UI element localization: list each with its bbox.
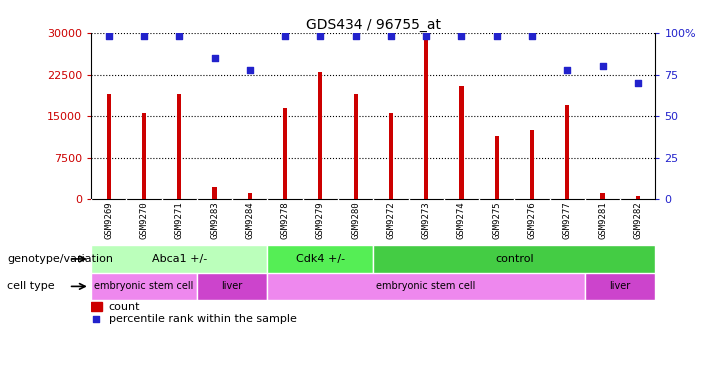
Point <box>280 33 291 39</box>
Point <box>386 33 397 39</box>
Text: Cdk4 +/-: Cdk4 +/- <box>296 254 345 264</box>
Bar <box>268 273 585 300</box>
Bar <box>495 136 499 199</box>
Point <box>597 63 608 69</box>
Point <box>91 315 102 321</box>
Point <box>209 55 220 61</box>
Text: embryonic stem cell: embryonic stem cell <box>95 281 193 291</box>
Text: control: control <box>495 254 533 264</box>
Point <box>491 33 503 39</box>
Point <box>138 33 149 39</box>
Bar <box>374 245 655 273</box>
Text: liver: liver <box>222 281 243 291</box>
Text: liver: liver <box>610 281 631 291</box>
Text: GSM9279: GSM9279 <box>316 202 325 239</box>
Bar <box>565 105 569 199</box>
Point <box>103 33 114 39</box>
Text: GSM9277: GSM9277 <box>563 202 572 239</box>
Text: GSM9270: GSM9270 <box>139 202 149 239</box>
Bar <box>91 245 268 273</box>
Text: count: count <box>109 302 140 312</box>
Bar <box>459 86 463 199</box>
Text: GSM9273: GSM9273 <box>422 202 430 239</box>
Bar <box>197 273 268 300</box>
Bar <box>530 130 534 199</box>
Bar <box>353 94 358 199</box>
Bar <box>389 113 393 199</box>
Point <box>562 67 573 72</box>
Text: GSM9269: GSM9269 <box>104 202 114 239</box>
Text: GSM9280: GSM9280 <box>351 202 360 239</box>
Text: GSM9274: GSM9274 <box>457 202 466 239</box>
Text: GSM9272: GSM9272 <box>386 202 395 239</box>
Text: GSM9278: GSM9278 <box>280 202 290 239</box>
Point <box>174 33 185 39</box>
Text: cell type: cell type <box>7 281 55 291</box>
Point <box>632 80 644 86</box>
Bar <box>142 113 146 199</box>
Bar <box>283 108 287 199</box>
Text: GSM9282: GSM9282 <box>633 202 642 239</box>
Bar <box>177 94 182 199</box>
Point <box>526 33 538 39</box>
Bar <box>91 302 102 311</box>
Text: GSM9283: GSM9283 <box>210 202 219 239</box>
Bar <box>585 273 655 300</box>
Text: GSM9284: GSM9284 <box>245 202 254 239</box>
Text: GSM9275: GSM9275 <box>492 202 501 239</box>
Bar <box>91 273 197 300</box>
Text: percentile rank within the sample: percentile rank within the sample <box>109 314 297 324</box>
Text: embryonic stem cell: embryonic stem cell <box>376 281 476 291</box>
Bar <box>107 94 111 199</box>
Bar <box>212 187 217 199</box>
Text: GSM9281: GSM9281 <box>598 202 607 239</box>
Point <box>456 33 467 39</box>
Bar <box>318 72 322 199</box>
Bar <box>268 245 374 273</box>
Title: GDS434 / 96755_at: GDS434 / 96755_at <box>306 18 441 32</box>
Bar <box>247 193 252 199</box>
Point <box>244 67 255 72</box>
Point <box>350 33 361 39</box>
Point <box>315 33 326 39</box>
Point <box>421 33 432 39</box>
Bar <box>601 193 605 199</box>
Text: GSM9276: GSM9276 <box>527 202 536 239</box>
Text: genotype/variation: genotype/variation <box>7 254 113 264</box>
Bar <box>636 195 640 199</box>
Text: GSM9271: GSM9271 <box>175 202 184 239</box>
Bar <box>424 38 428 199</box>
Text: Abca1 +/-: Abca1 +/- <box>151 254 207 264</box>
